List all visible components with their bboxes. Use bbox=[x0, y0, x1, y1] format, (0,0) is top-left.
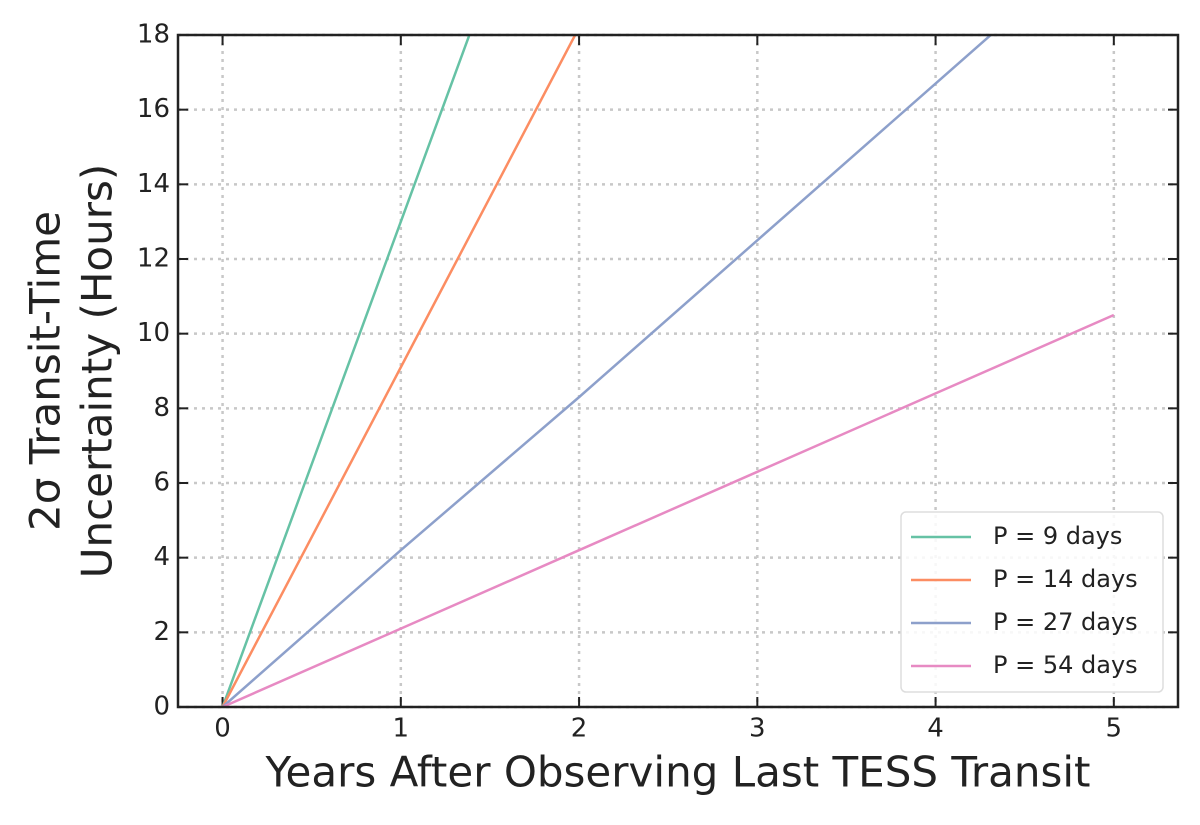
x-tick-label: 2 bbox=[571, 714, 588, 744]
y-tick-label: 12 bbox=[137, 244, 170, 274]
y-tick-label: 14 bbox=[137, 169, 170, 199]
legend-label: P = 9 days bbox=[993, 522, 1122, 550]
series-line bbox=[221, 35, 471, 707]
legend-label: P = 54 days bbox=[993, 651, 1138, 679]
series-line bbox=[222, 313, 1115, 707]
x-tick-label: 0 bbox=[214, 714, 231, 744]
x-tick-label: 5 bbox=[1106, 714, 1123, 744]
y-tick-label: 6 bbox=[153, 468, 170, 498]
y-tick-label: 4 bbox=[153, 542, 170, 572]
y-tick-label: 18 bbox=[137, 20, 170, 50]
y-tick-label: 2 bbox=[153, 617, 170, 647]
x-tick-label: 1 bbox=[393, 714, 410, 744]
y-axis-label: 2σ Transit-Time bbox=[21, 211, 70, 531]
x-tick-label: 3 bbox=[749, 714, 766, 744]
x-tick-label: 4 bbox=[927, 714, 944, 744]
y-tick-label: 0 bbox=[153, 692, 170, 722]
x-axis-label: Years After Observing Last TESS Transit bbox=[264, 748, 1090, 797]
y-axis-label: Uncertainty (Hours) bbox=[73, 164, 122, 579]
series-line bbox=[221, 35, 993, 707]
y-tick-label: 16 bbox=[137, 94, 170, 124]
legend-box bbox=[900, 511, 1164, 693]
plot-lines bbox=[221, 35, 1115, 707]
y-tick-label: 8 bbox=[153, 393, 170, 423]
series-line bbox=[221, 35, 577, 707]
legend-label: P = 27 days bbox=[993, 608, 1138, 636]
legend-label: P = 14 days bbox=[993, 565, 1138, 593]
plot-frame bbox=[176, 33, 1180, 709]
y-tick-label: 10 bbox=[137, 318, 170, 348]
